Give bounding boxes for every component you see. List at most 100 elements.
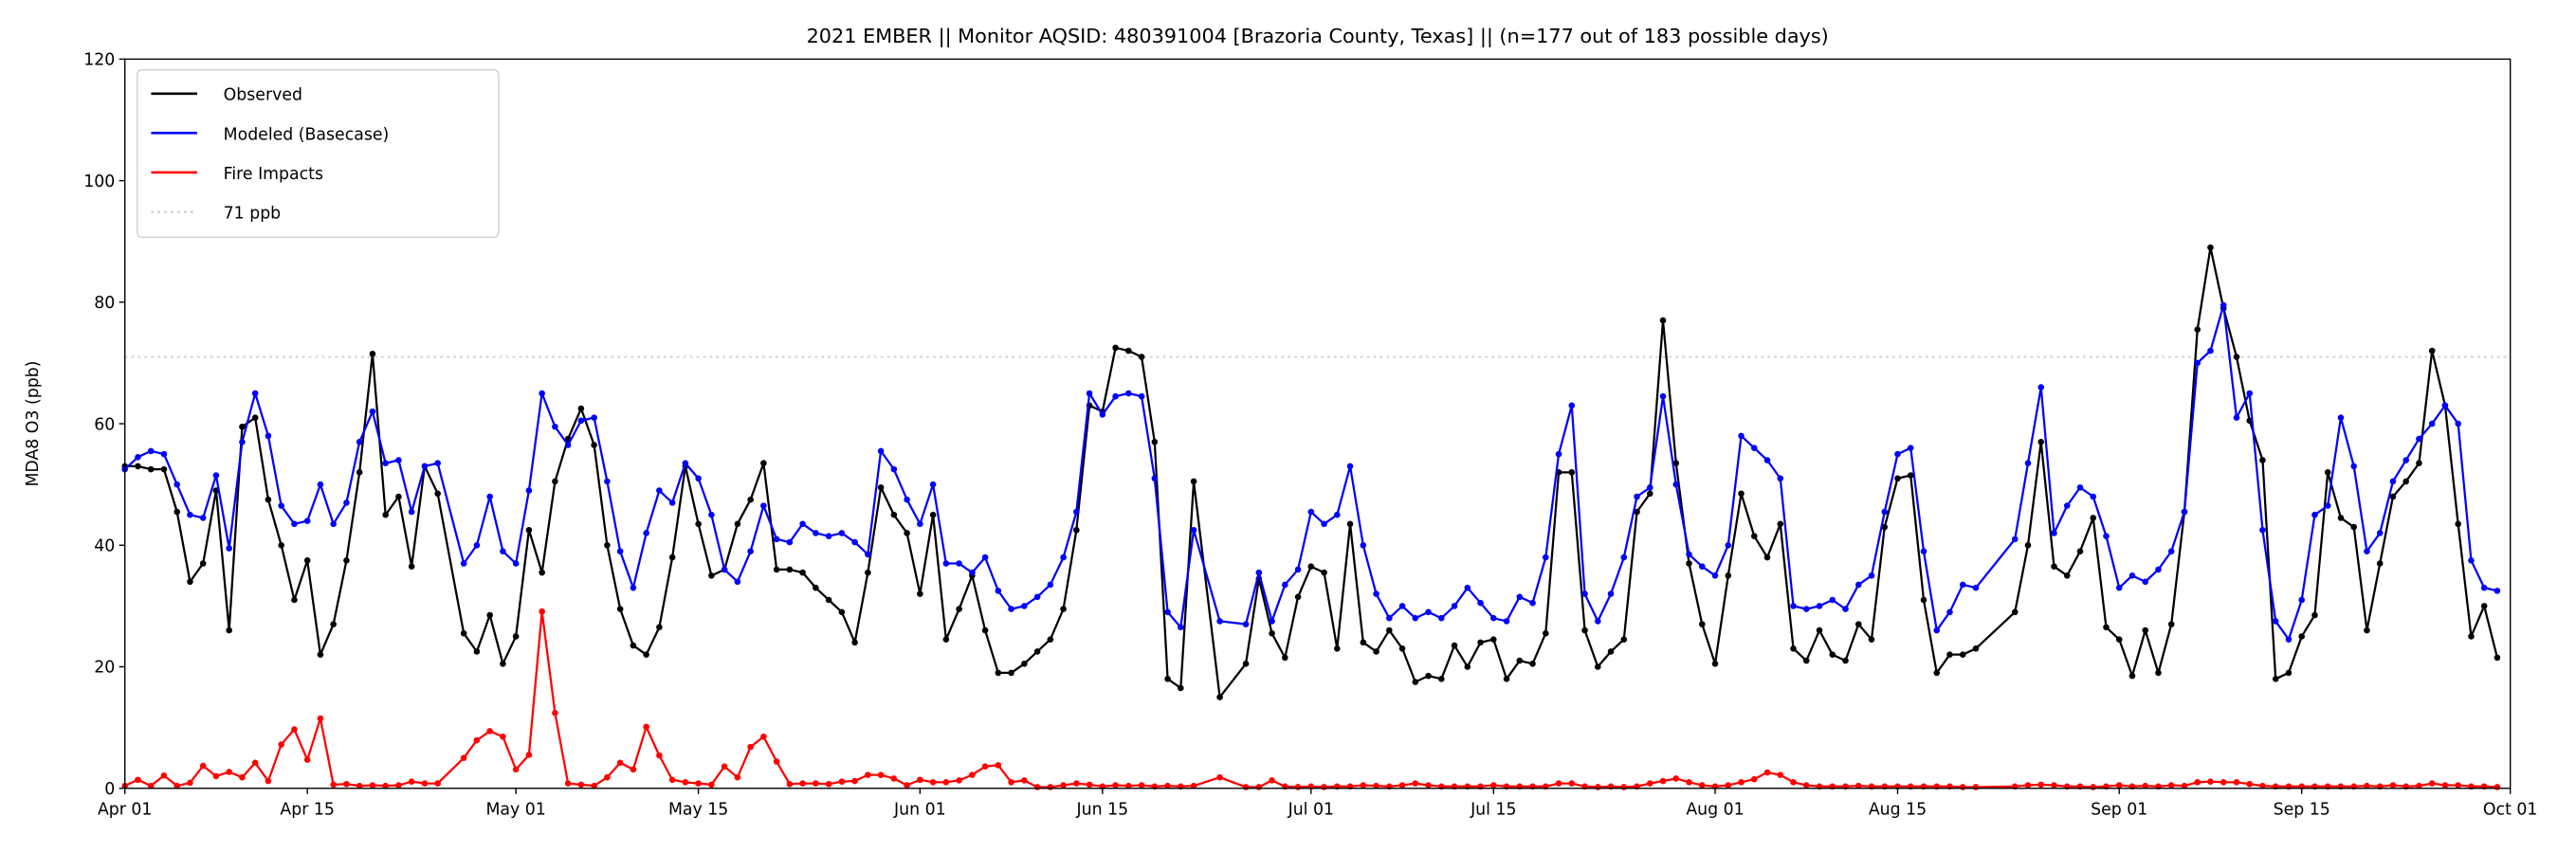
data-point-modeled-basecase xyxy=(2063,502,2071,509)
data-point-modeled-basecase xyxy=(564,442,572,448)
data-point-observed xyxy=(2011,608,2019,616)
data-point-observed xyxy=(981,626,989,634)
data-point-observed xyxy=(1738,490,1745,498)
data-point-modeled-basecase xyxy=(591,414,597,421)
data-point-modeled-basecase xyxy=(1672,481,1680,488)
data-point-fire-impacts xyxy=(1047,784,1054,790)
data-point-modeled-basecase xyxy=(942,560,950,567)
x-tick-label: Oct 01 xyxy=(2483,800,2537,819)
data-point-fire-impacts xyxy=(695,780,702,787)
data-point-modeled-basecase xyxy=(1282,581,1288,589)
data-point-fire-impacts xyxy=(995,762,1002,769)
data-point-observed xyxy=(2142,626,2149,634)
data-point-fire-impacts xyxy=(2037,781,2045,789)
legend: Observed Modeled (Basecase) Fire Impacts… xyxy=(136,68,500,239)
data-point-modeled-basecase xyxy=(486,493,493,500)
data-point-fire-impacts xyxy=(1763,769,1771,776)
data-point-modeled-basecase xyxy=(929,481,937,488)
data-point-observed xyxy=(1438,676,1445,682)
data-point-observed xyxy=(1672,460,1680,467)
data-point-fire-impacts xyxy=(1164,782,1171,789)
data-point-observed xyxy=(1164,676,1171,682)
data-point-modeled-basecase xyxy=(1112,392,1119,400)
data-point-modeled-basecase xyxy=(317,481,324,488)
data-point-modeled-basecase xyxy=(2350,463,2357,470)
data-point-modeled-basecase xyxy=(265,432,272,440)
data-point-fire-impacts xyxy=(604,773,611,781)
data-point-observed xyxy=(877,484,885,491)
data-point-fire-impacts xyxy=(473,736,481,744)
data-point-modeled-basecase xyxy=(1933,626,1941,634)
data-point-fire-impacts xyxy=(1255,784,1263,790)
data-point-modeled-basecase xyxy=(500,548,506,554)
data-point-fire-impacts xyxy=(917,776,923,784)
data-point-fire-impacts xyxy=(969,771,976,778)
data-point-fire-impacts xyxy=(226,769,232,775)
x-tick-label: Jul 01 xyxy=(1288,800,1334,819)
data-point-observed xyxy=(1125,347,1132,354)
data-point-observed xyxy=(1854,621,1862,627)
data-point-fire-impacts xyxy=(851,777,858,785)
data-point-modeled-basecase xyxy=(2455,420,2461,427)
data-point-observed xyxy=(187,578,193,586)
data-point-fire-impacts xyxy=(877,771,885,778)
data-point-observed xyxy=(2155,669,2162,677)
data-point-fire-impacts xyxy=(1802,782,1810,789)
data-point-modeled-basecase xyxy=(174,481,180,488)
data-point-modeled-basecase xyxy=(865,551,871,558)
data-point-observed xyxy=(591,442,597,448)
data-point-modeled-basecase xyxy=(160,450,168,458)
data-point-observed xyxy=(825,596,832,604)
data-point-observed xyxy=(1946,651,1953,658)
data-point-fire-impacts xyxy=(330,781,337,789)
data-point-modeled-basecase xyxy=(2246,390,2254,397)
data-point-modeled-basecase xyxy=(2480,584,2488,591)
data-point-fire-impacts xyxy=(890,775,898,782)
data-point-observed xyxy=(1894,475,1901,482)
data-point-observed xyxy=(1282,654,1288,662)
data-point-fire-impacts xyxy=(956,777,962,784)
data-point-modeled-basecase xyxy=(1307,508,1315,516)
data-point-modeled-basecase xyxy=(1503,618,1510,625)
data-point-observed xyxy=(356,469,363,476)
data-point-observed xyxy=(1346,520,1354,528)
data-point-observed xyxy=(695,520,702,528)
data-point-observed xyxy=(1294,593,1302,601)
data-point-modeled-basecase xyxy=(616,548,624,554)
data-point-modeled-basecase xyxy=(2416,435,2422,443)
data-point-observed xyxy=(2428,347,2436,354)
data-point-modeled-basecase xyxy=(2220,301,2227,309)
data-point-observed xyxy=(1907,472,1914,479)
data-point-modeled-basecase xyxy=(2181,508,2188,516)
data-point-modeled-basecase xyxy=(187,511,193,518)
data-point-observed xyxy=(1790,644,1797,652)
data-point-modeled-basecase xyxy=(969,569,976,576)
data-point-observed xyxy=(904,530,910,536)
data-point-modeled-basecase xyxy=(1008,606,1014,612)
legend-label-71ppb: 71 ppb xyxy=(224,204,282,223)
data-point-modeled-basecase xyxy=(1581,590,1588,597)
data-point-modeled-basecase xyxy=(2011,535,2019,543)
data-point-modeled-basecase xyxy=(343,499,350,506)
data-point-fire-impacts xyxy=(2207,778,2214,785)
data-point-observed xyxy=(1972,644,1980,652)
data-point-fire-impacts xyxy=(1646,780,1653,787)
data-point-modeled-basecase xyxy=(825,533,832,539)
data-point-modeled-basecase xyxy=(1346,463,1354,470)
data-point-observed xyxy=(1490,636,1497,643)
data-point-observed xyxy=(1634,508,1640,516)
data-point-fire-impacts xyxy=(564,780,572,787)
data-point-fire-impacts xyxy=(1790,779,1797,786)
data-point-observed xyxy=(147,465,155,473)
data-point-observed xyxy=(2051,563,2057,571)
data-point-modeled-basecase xyxy=(695,475,702,482)
y-tick-label: 120 xyxy=(83,51,115,70)
data-point-fire-impacts xyxy=(2167,782,2175,789)
data-point-observed xyxy=(2207,244,2214,251)
series-observed xyxy=(121,244,2501,700)
data-point-observed xyxy=(1334,644,1341,652)
data-point-modeled-basecase xyxy=(1033,593,1041,601)
x-tick-label: Jun 15 xyxy=(1076,800,1129,819)
data-point-fire-impacts xyxy=(2024,782,2032,789)
data-point-modeled-basecase xyxy=(1412,614,1419,622)
